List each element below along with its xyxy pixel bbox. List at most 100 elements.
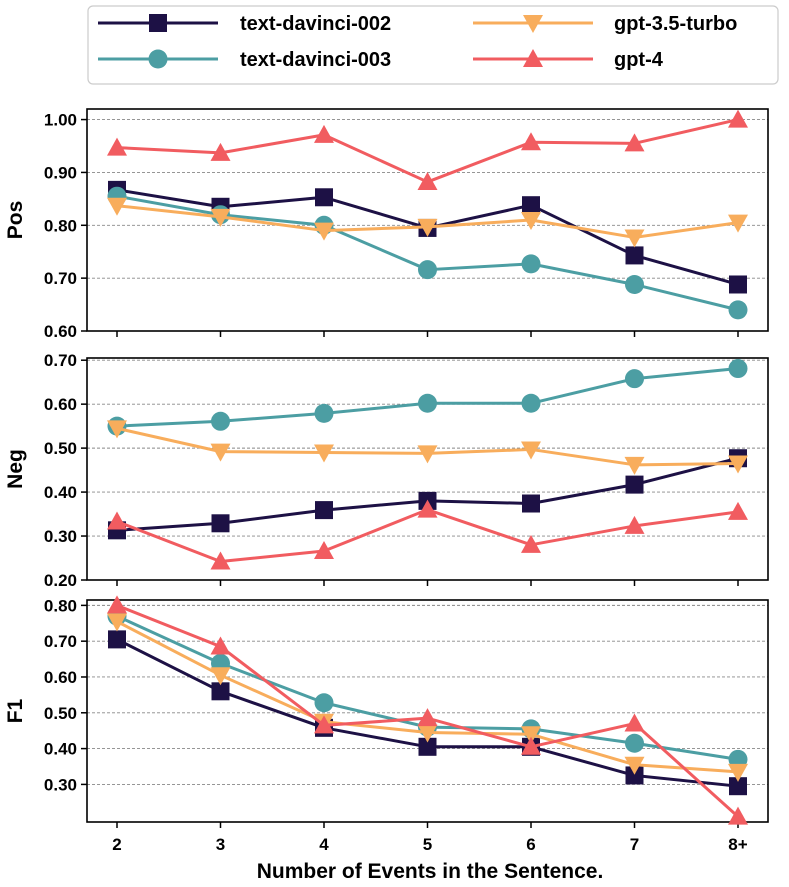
- legend-entry-2: gpt-3.5-turbo: [473, 13, 737, 35]
- x-tick-label: 7: [630, 835, 639, 854]
- legend-marker-1: [148, 49, 168, 69]
- y-tick-label: 0.60: [44, 668, 77, 687]
- y-tick-label: 0.70: [44, 269, 77, 288]
- data-point-gpt-4: [521, 736, 541, 755]
- y-tick-label: 0.50: [44, 439, 77, 458]
- data-point-text-davinci-003: [314, 403, 334, 423]
- data-point-gpt-3.5-turbo: [624, 456, 645, 475]
- legend-label-2: gpt-3.5-turbo: [614, 13, 737, 35]
- legend-marker-0: [149, 14, 167, 32]
- x-tick-label: 8+: [728, 835, 747, 854]
- data-point-text-davinci-003: [625, 369, 644, 389]
- data-point-text-davinci-002: [729, 777, 747, 796]
- y-tick-label: 0.50: [44, 704, 77, 723]
- data-point-gpt-4: [624, 713, 645, 732]
- legend-marker-3: [523, 49, 543, 67]
- data-point-gpt-4: [728, 806, 748, 825]
- data-point-text-davinci-003: [418, 393, 437, 413]
- data-point-gpt-3.5-turbo: [521, 441, 541, 460]
- data-point-text-davinci-003: [625, 274, 644, 294]
- legend-marker-shape-2: [523, 15, 543, 33]
- legend-entry-0: text-davinci-002: [98, 13, 391, 35]
- data-point-gpt-3.5-turbo: [624, 756, 645, 775]
- data-point-gpt-3.5-turbo: [210, 667, 231, 686]
- x-tick-label: 6: [526, 835, 535, 854]
- data-point-gpt-4: [624, 133, 645, 152]
- series-line-text-davinci-003: [116, 194, 739, 312]
- data-point-gpt-4: [728, 109, 748, 128]
- legend-entry-1: text-davinci-003: [98, 49, 391, 71]
- y-tick-label: 0.60: [44, 322, 77, 341]
- data-point-text-davinci-002: [315, 188, 333, 207]
- y-axis-title: F1: [4, 698, 27, 723]
- data-point-text-davinci-003: [625, 733, 644, 753]
- data-point-gpt-4: [210, 636, 231, 655]
- data-point-gpt-4: [314, 124, 334, 143]
- plot-frame: [86, 599, 769, 823]
- data-point-gpt-3.5-turbo: [210, 208, 231, 227]
- data-point-text-davinci-003: [521, 393, 541, 413]
- y-tick-label: 0.40: [44, 740, 77, 759]
- legend-box: [87, 5, 779, 85]
- y-tick-label: 0.80: [44, 216, 77, 235]
- x-tick-label: 5: [423, 835, 432, 854]
- legend-label-3: gpt-4: [614, 49, 664, 71]
- data-point-gpt-4: [107, 137, 127, 156]
- panel-neg: 0.20 0.30 0.40 0.50 0.60 0.70 Neg: [4, 351, 769, 590]
- y-tick-label: 0.20: [44, 571, 77, 590]
- data-point-text-davinci-002: [522, 196, 540, 215]
- legend-marker-shape-1: [148, 49, 168, 69]
- data-point-gpt-3.5-turbo: [728, 214, 748, 233]
- data-point-text-davinci-003: [418, 260, 437, 280]
- legend-label-1: text-davinci-003: [240, 49, 391, 71]
- data-point-text-davinci-002: [108, 630, 126, 649]
- legend-marker-shape-3: [523, 49, 543, 67]
- data-point-gpt-4: [521, 534, 541, 553]
- data-point-gpt-4: [417, 171, 438, 190]
- data-point-gpt-3.5-turbo: [210, 443, 231, 462]
- data-point-text-davinci-003: [521, 254, 541, 274]
- y-tick-label: 0.70: [44, 632, 77, 651]
- data-point-gpt-3.5-turbo: [107, 420, 127, 439]
- data-point-text-davinci-003: [728, 359, 748, 379]
- y-axis-title: Neg: [4, 449, 27, 489]
- data-point-text-davinci-003: [211, 411, 230, 431]
- data-point-text-davinci-002: [315, 501, 333, 520]
- data-point-gpt-4: [624, 515, 645, 534]
- data-point-text-davinci-002: [211, 682, 230, 701]
- data-point-text-davinci-002: [418, 737, 437, 756]
- data-point-text-davinci-003: [314, 693, 334, 713]
- x-tick-label: 2: [112, 835, 121, 854]
- data-point-gpt-4: [417, 708, 438, 727]
- legend-marker-shape-0: [149, 14, 167, 32]
- data-point-gpt-4: [314, 540, 334, 559]
- data-point-gpt-4: [417, 499, 438, 518]
- data-point-gpt-4: [210, 142, 231, 161]
- data-point-text-davinci-002: [729, 275, 747, 294]
- data-point-gpt-3.5-turbo: [624, 229, 645, 248]
- data-point-text-davinci-002: [625, 475, 644, 494]
- panel-f1: 0.30 0.40 0.50 0.60 0.70 0.80 2 3 4 5 6 7 8+ F1: [4, 595, 769, 854]
- y-tick-label: 1.00: [44, 111, 77, 130]
- data-point-text-davinci-002: [625, 246, 644, 265]
- y-tick-label: 0.70: [44, 351, 77, 370]
- data-point-gpt-3.5-turbo: [521, 726, 541, 745]
- data-point-gpt-3.5-turbo: [417, 218, 438, 237]
- x-tick-label: 3: [216, 835, 225, 854]
- data-point-gpt-3.5-turbo: [107, 613, 127, 632]
- legend-marker-2: [523, 15, 543, 33]
- data-point-gpt-3.5-turbo: [314, 222, 334, 241]
- data-point-gpt-3.5-turbo: [107, 197, 127, 216]
- data-point-gpt-3.5-turbo: [417, 445, 438, 464]
- y-tick-label: 0.40: [44, 483, 77, 502]
- y-tick-label: 0.90: [44, 163, 77, 182]
- data-point-gpt-4: [107, 511, 127, 530]
- data-point-gpt-4: [107, 595, 127, 614]
- y-tick-label: 0.60: [44, 395, 77, 414]
- y-tick-label: 0.30: [44, 527, 77, 546]
- y-tick-label: 0.80: [44, 596, 77, 615]
- data-point-gpt-3.5-turbo: [314, 444, 334, 463]
- plot-frame: [86, 357, 769, 581]
- y-tick-label: 0.30: [44, 775, 77, 794]
